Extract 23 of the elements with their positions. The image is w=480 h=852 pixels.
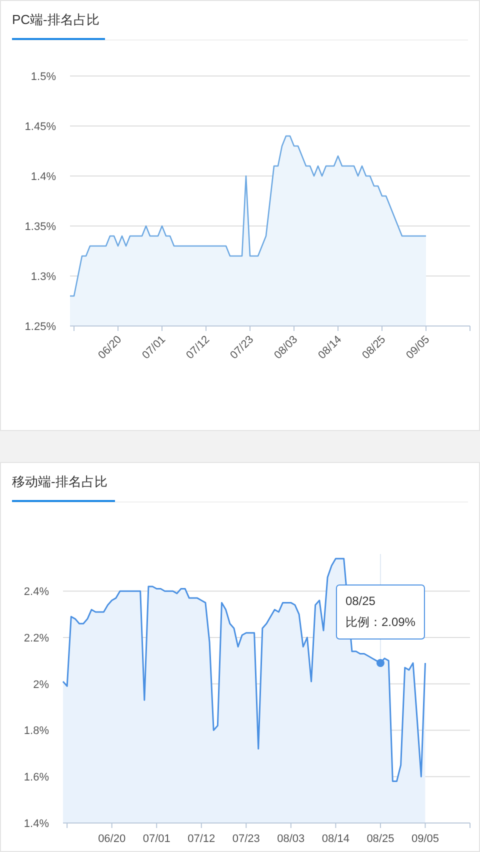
y-tick-label: 1.6%: [24, 772, 50, 784]
x-tick-label: 08/14: [322, 833, 350, 845]
y-tick-label: 1.8%: [24, 725, 50, 738]
annotation: 08/25 比例：2.09%: [345, 594, 416, 629]
y-tick-label: 2.4%: [24, 586, 50, 598]
y-tick-label: 1.4%: [30, 171, 56, 183]
y-tick-label: 1.45%: [24, 121, 56, 133]
x-tick-label: 07/23: [232, 833, 260, 845]
x-tick-label: 07/01: [142, 833, 170, 845]
y-tick-label: 1.5%: [30, 71, 56, 83]
x-tick-label: 09/05: [411, 833, 439, 845]
x-tick-label: 08/03: [277, 833, 305, 845]
chart-title: 移动端-排名占比: [12, 474, 108, 489]
x-tick-label: 07/12: [188, 833, 216, 845]
y-tick-label: 2.2%: [24, 632, 50, 644]
y-tick-label: 1.35%: [24, 221, 56, 233]
y-tick-label: 1.3%: [30, 271, 56, 283]
x-tick-label: 06/20: [98, 833, 126, 845]
y-tick-label: 1.4%: [24, 818, 50, 830]
chart-title: PC端-排名占比: [12, 12, 100, 27]
y-tick-label: 2%: [33, 678, 50, 691]
y-tick-label: 1.25%: [24, 321, 56, 333]
x-tick-label: 08/25: [366, 833, 394, 845]
